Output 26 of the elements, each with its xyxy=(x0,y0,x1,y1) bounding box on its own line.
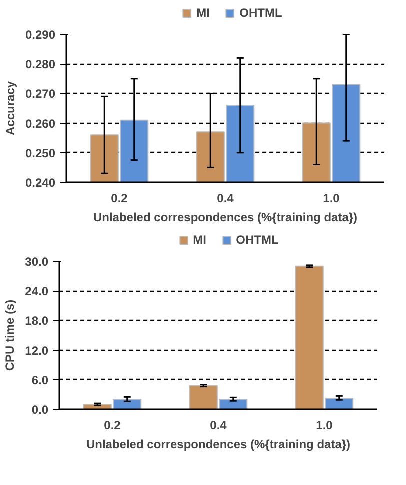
x-tick-label: 1.0 xyxy=(323,192,340,206)
y-tick-label: 12.0 xyxy=(25,344,49,358)
x-tick-label: 0.4 xyxy=(217,192,234,206)
legend-label: OHTML xyxy=(236,233,279,247)
y-axis-title: CPU time (s) xyxy=(3,300,18,372)
x-axis-title: Unlabeled correspondences (%{training data}) xyxy=(93,210,358,224)
x-tick-label: 1.0 xyxy=(316,418,334,432)
legend-label: OHTML xyxy=(240,6,282,20)
x-tick-label: 0.2 xyxy=(104,418,122,432)
y-tick-label: 6.0 xyxy=(32,373,49,388)
y-tick-label: 24.0 xyxy=(25,284,49,299)
y-tick-label: 0.0 xyxy=(32,403,49,417)
legend-label: MI xyxy=(196,6,212,20)
x-tick-label: 0.4 xyxy=(210,418,228,432)
y-tick-label: 0.250 xyxy=(25,146,56,160)
y-tick-label: 0.280 xyxy=(25,58,56,72)
legend-label: MI xyxy=(193,233,208,247)
y-tick-label: 30.0 xyxy=(25,255,49,269)
y-tick-label: 0.290 xyxy=(25,28,56,42)
y-tick-label: 0.240 xyxy=(25,176,56,190)
y-tick-label: 18.0 xyxy=(25,314,49,328)
x-axis-title: Unlabeled correspondences (%{training data}) xyxy=(86,438,351,452)
y-tick-label: 0.260 xyxy=(25,116,56,131)
y-axis-title: Accuracy xyxy=(3,81,18,136)
y-tick-label: 0.270 xyxy=(25,87,56,102)
x-tick-label: 0.2 xyxy=(111,192,128,206)
